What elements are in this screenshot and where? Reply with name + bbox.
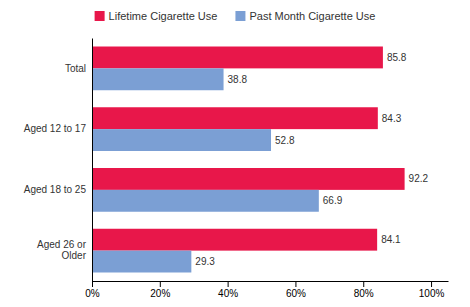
data-labels: 85.8 84.3 92.2 84.1 38.8 52.8 66.9 29.3 — [195, 52, 428, 267]
x-tick: 0% — [85, 281, 100, 299]
x-tick: 100% — [419, 281, 445, 299]
y-tick: Aged 18 to 25 — [24, 184, 87, 195]
data-label: 29.3 — [195, 256, 215, 267]
y-tick: Aged 26 orOlder — [37, 239, 87, 261]
y-tick-label-line: Aged 18 to 25 — [24, 184, 87, 195]
y-axis-line — [92, 39, 93, 282]
y-tick: Aged 12 to 17 — [24, 123, 87, 134]
legend-label: Lifetime Cigarette Use — [109, 10, 218, 22]
x-tick-label: 60% — [286, 288, 306, 299]
bar — [92, 107, 378, 129]
data-label: 92.2 — [409, 173, 429, 184]
y-tick-label: Total — [65, 63, 86, 74]
legend-swatch — [235, 11, 245, 21]
x-tick-label: 100% — [419, 288, 445, 299]
x-tick-mark — [363, 281, 364, 287]
x-tick-mark — [228, 281, 229, 287]
bar — [92, 129, 271, 151]
data-label: 38.8 — [228, 74, 248, 85]
legend-label: Past Month Cigarette Use — [249, 10, 375, 22]
legend-item: Lifetime Cigarette Use — [95, 10, 218, 22]
legend: Lifetime Cigarette Use Past Month Cigaret… — [95, 10, 376, 22]
x-tick: 60% — [286, 281, 306, 299]
data-label: 52.8 — [275, 135, 295, 146]
y-tick-label-line: Total — [65, 63, 86, 74]
x-axis: 0% 20% 40% 60% 80% 100% — [85, 281, 448, 299]
bar — [92, 68, 224, 90]
bar — [92, 251, 191, 273]
data-label: 84.3 — [382, 113, 402, 124]
chart: 0% 20% 40% 60% 80% 100% Total Aged 12 to 17 Aged… — [0, 0, 470, 307]
y-tick-label-line: Aged 12 to 17 — [24, 123, 87, 134]
data-label: 84.1 — [381, 234, 401, 245]
y-tick-label: Aged 12 to 17 — [24, 123, 87, 134]
legend-swatch — [95, 11, 105, 21]
bar — [92, 229, 377, 251]
x-tick-label: 80% — [354, 288, 374, 299]
y-tick: Total — [65, 63, 86, 74]
x-tick-label: 40% — [218, 288, 238, 299]
plot: 0% 20% 40% 60% 80% 100% Total Aged 12 to 17 Aged… — [24, 39, 449, 300]
y-tick-label-line: Older — [62, 250, 87, 261]
x-axis-line — [93, 281, 449, 282]
y-axis: Total Aged 12 to 17 Aged 18 to 25 Aged 26 o… — [24, 39, 93, 282]
x-tick: 20% — [150, 281, 170, 299]
y-tick-label: Aged 26 orOlder — [37, 239, 87, 261]
x-tick-label: 0% — [85, 288, 100, 299]
data-label: 66.9 — [323, 195, 343, 206]
x-tick-label: 20% — [150, 288, 170, 299]
x-tick-mark — [295, 281, 296, 287]
x-tick-mark — [431, 281, 432, 287]
y-tick-label: Aged 18 to 25 — [24, 184, 87, 195]
x-tick-mark — [92, 281, 93, 287]
data-label: 85.8 — [387, 52, 407, 63]
x-tick: 80% — [354, 281, 374, 299]
x-tick: 40% — [218, 281, 238, 299]
x-tick-mark — [160, 281, 161, 287]
bar — [92, 190, 319, 212]
bars — [92, 47, 405, 273]
y-tick-label-line: Aged 26 or — [37, 239, 87, 250]
legend-item: Past Month Cigarette Use — [235, 10, 375, 22]
bar — [92, 47, 383, 69]
bar — [92, 168, 405, 190]
